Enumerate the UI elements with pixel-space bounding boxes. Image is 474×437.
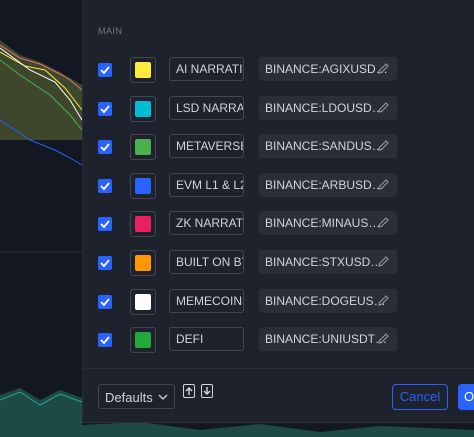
pencil [378,101,389,113]
checkbox[interactable] [98,256,112,270]
color-swatch[interactable] [130,57,156,83]
color-swatch[interactable] [130,172,156,199]
color-swatch[interactable] [130,134,156,161]
chart-area [82,422,474,437]
series-row: MEMECOINS BINANCE:DOGEUS… [83,288,474,315]
series-row: EVM L1 & L2 BINANCE:ARBUSD… [83,172,474,199]
checkbox[interactable] [98,140,112,155]
symbol-field[interactable]: BINANCE:SANDUS… [259,134,397,159]
check [100,336,110,345]
color-swatch[interactable] [130,288,156,315]
series-row: LSD NARRAT BINANCE:LDOUSD… [83,95,474,122]
chart-line [0,47,83,121]
color-swatch[interactable] [130,327,156,354]
name-input[interactable]: LSD NARRAT [169,95,244,120]
chart-line [0,59,83,131]
chart-line [0,391,83,406]
name-input[interactable]: BUILT ON BT [169,250,244,274]
swatch-color [135,293,151,310]
check [100,66,110,75]
name-input[interactable]: ZK NARRATI [169,211,244,236]
pencil [378,63,389,74]
check [100,182,110,191]
edit-icon[interactable] [377,178,390,196]
swatch-color [135,216,151,233]
chart-line [0,119,83,166]
checkbox[interactable] [98,63,112,77]
chart-line [0,44,83,91]
checkbox[interactable] [98,101,112,116]
section-label: MAIN [98,26,123,36]
name-input[interactable]: AI NARRATIV [169,57,244,81]
series-row: AI NARRATIV BINANCE:AGIXUSD… [83,57,474,83]
color-swatch[interactable] [130,211,156,238]
check [100,259,110,268]
pencil [378,294,389,306]
chart-line [0,51,83,111]
swatch-color [135,100,151,117]
name-input[interactable]: EVM L1 & L2 [169,172,244,197]
swatch-color [135,255,151,271]
symbol-field[interactable]: BINANCE:UNIUSDT… [259,327,397,352]
checkbox[interactable] [98,333,112,348]
swatch-color [135,62,151,78]
chevron [158,394,168,400]
edit-icon[interactable] [377,139,390,157]
cancel-button[interactable]: Cancel [392,384,448,410]
download-icon[interactable] [201,384,213,398]
chart-area [0,388,82,437]
upload-icon[interactable] [183,384,195,398]
color-swatch[interactable] [130,250,156,276]
swatch-color [135,332,151,349]
series-row: METAVERSE BINANCE:SANDUS… [83,134,474,161]
edit-icon[interactable] [377,101,390,119]
symbol-field[interactable]: BINANCE:AGIXUSD… [259,57,397,81]
name-input[interactable]: METAVERSE [169,134,244,159]
name-input[interactable]: DEFI [169,327,244,352]
check [100,220,110,229]
symbol-field[interactable]: BINANCE:DOGEUS… [259,288,397,313]
check [100,298,110,306]
symbol-field[interactable]: BINANCE:ARBUSD… [259,172,397,197]
series-row: DEFI BINANCE:UNIUSDT… [83,327,474,354]
name-input[interactable]: MEMECOINS [169,288,244,313]
series-row: ZK NARRATI BINANCE:MINAUS… [83,211,474,238]
pencil [378,217,389,229]
symbol-field[interactable]: BINANCE:LDOUSD… [259,95,397,120]
pencil [378,140,389,151]
symbol-field[interactable]: BINANCE:MINAUS… [259,211,397,236]
edit-icon[interactable] [377,294,390,312]
edit-icon[interactable] [377,332,390,350]
pencil [378,333,389,344]
symbol-field[interactable]: BINANCE:STXUSD… [259,250,397,274]
pencil [378,179,389,190]
ok-button[interactable]: Ok [458,384,474,410]
pencil [378,256,389,267]
edit-icon[interactable] [377,216,390,234]
chart-area [0,40,82,140]
defaults-label: Defaults [105,390,153,405]
separator [83,368,474,369]
checkbox[interactable] [98,178,112,193]
edit-icon[interactable] [377,62,390,80]
settings-dialog: MAIN AI NARRATIV BINANCE:AGIXUSD… LSD NARR… [82,0,474,423]
checkbox[interactable] [98,294,112,309]
checkbox[interactable] [98,217,112,232]
edit-icon[interactable] [377,255,390,273]
defaults-select[interactable]: Defaults [98,384,175,409]
series-row: BUILT ON BT BINANCE:STXUSD… [83,250,474,276]
swatch-color [135,177,151,194]
check [100,105,110,113]
color-swatch[interactable] [130,95,156,122]
swatch-color [135,139,151,156]
check [100,143,110,152]
